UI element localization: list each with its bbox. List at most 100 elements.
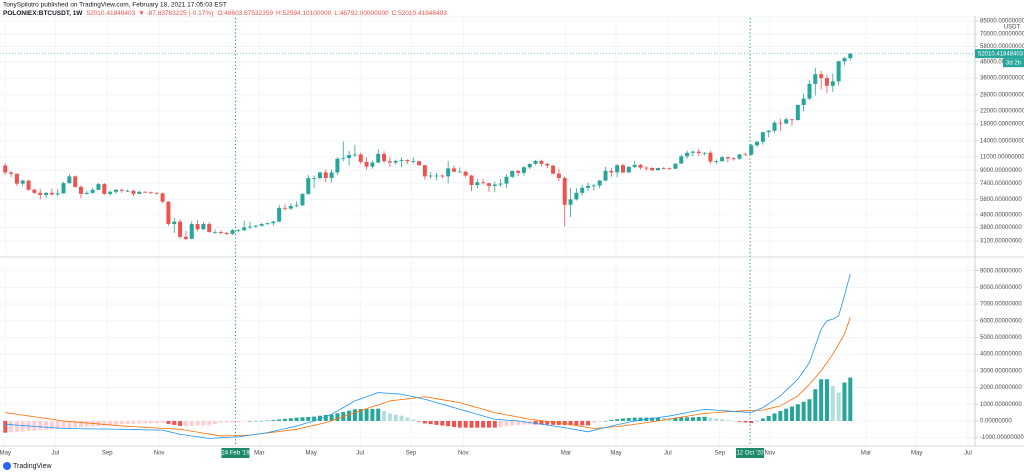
candle-body [551,165,556,174]
candle-body [545,163,550,166]
x-tick-label: Jul [964,451,972,457]
x-tick-label: Mar [254,451,264,457]
histogram-bar [417,420,422,422]
candle-body [253,225,258,227]
histogram-bar [696,416,701,421]
candle-body [591,185,596,187]
histogram-bar [714,418,719,421]
last-value: 52010.41848403 [86,10,135,17]
candle-body [603,170,608,181]
y-tick-label: 14000.00000000 [980,138,1024,144]
histogram-bar [376,408,381,421]
candle-body [335,158,340,173]
histogram-bar [294,417,299,421]
histogram-bar [492,420,497,428]
candle-body [166,201,171,225]
candle-body [119,189,124,191]
histogram-bar [55,420,60,429]
histogram-bar [399,415,404,421]
histogram-bar [737,420,742,422]
histogram-bar [143,420,148,424]
y-tick-label: 2000.00000000 [980,385,1022,391]
candle-body [521,167,526,173]
histogram-bar [720,419,725,421]
candle-body [382,153,387,162]
publisher-line: TonySpilotro published on TradingView.co… [3,2,227,9]
symbol: POLONIEX:BTCUSDT, 1W [3,10,83,17]
candle-body [638,164,643,168]
candle-body [720,157,725,162]
y-tick-label: 70000.00000000 [980,32,1024,38]
histogram-bar [236,420,241,423]
histogram-bar [597,420,602,422]
histogram-bar [183,420,188,426]
countdown-box [1003,58,1024,68]
histogram-bar [207,420,212,426]
candle-body [609,170,614,173]
histogram-bar [282,418,287,421]
histogram-bar [422,420,427,424]
x-tick-label: Mar [561,451,571,457]
candle-body [347,155,352,159]
candle-body [90,189,95,193]
candle-body [207,224,212,232]
histogram-bar [790,406,795,421]
histogram-bar [766,415,771,421]
histogram-bar [387,413,392,421]
histogram-bar [224,420,229,423]
candle-body [172,221,177,225]
histogram-bar [195,420,200,426]
histogram-bar [137,420,142,424]
histogram-bar [545,420,550,425]
histogram-bar [440,420,445,426]
candle-body [399,159,404,161]
candle-body [265,223,270,225]
histogram-bar [836,392,841,421]
histogram-bar [312,416,317,421]
candle-body [492,184,497,186]
candle-body [230,230,235,234]
candle-body [259,224,264,226]
candle-body [271,221,276,224]
histogram-bar [393,414,398,421]
histogram-bar [44,420,49,430]
candle-body [824,78,829,86]
histogram-bar [586,420,591,426]
y-tick-label: 22000.00000000 [980,108,1024,114]
histogram-bar [300,417,305,421]
grid [0,18,975,446]
histogram-bar [650,417,655,421]
candle-body [376,153,381,163]
x-tick-label: Nov [765,451,776,457]
candle-body [486,183,491,186]
candle-body [679,156,684,164]
y-tick-label: 0.00000000 [980,419,1012,425]
y-tick-label: 58000.00000000 [980,44,1024,50]
candle-body [3,165,8,173]
histogram-bar [405,417,410,421]
histogram-bar [731,420,736,422]
candle-body [481,182,486,184]
histogram-bar [708,417,713,421]
candle-body [370,162,375,167]
y-tick-label: -1000.00000000 [980,435,1024,441]
histogram-bar [113,420,118,425]
x-tick-label: Sep [714,451,725,457]
histogram-bar [218,420,223,423]
candle-body [498,183,503,185]
candle-body [131,190,136,194]
candle-body [422,165,427,177]
candle-body [504,176,509,184]
candle-body [393,160,398,163]
candle-body [795,104,800,121]
histogram-bar [760,418,765,421]
candle-body [667,168,672,170]
histogram-bar [673,417,678,421]
candle-body [463,171,468,176]
histogram-bar [306,416,311,421]
histogram-bar [539,420,544,425]
histogram-bar [323,414,328,421]
candle-body [830,81,835,86]
candle-body [113,189,118,192]
